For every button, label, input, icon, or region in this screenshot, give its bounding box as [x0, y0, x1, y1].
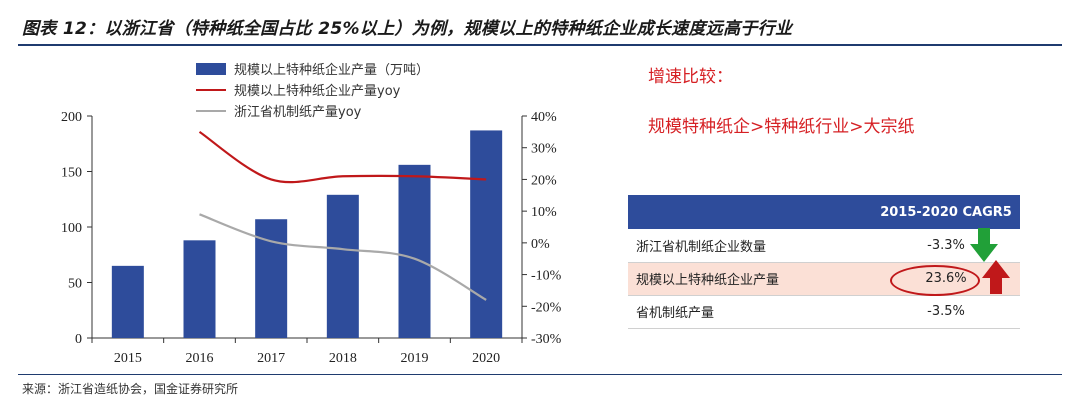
- legend-gray-swatch: [196, 109, 226, 112]
- bar: [183, 240, 216, 338]
- right-tick-label: -30%: [531, 332, 562, 347]
- right-tick-label: 10%: [531, 205, 557, 220]
- combo-chart: 0 50 100 150 200 -30% -20% -10% 0% 10% 20% 30% 40% 20…: [61, 110, 562, 366]
- arrow-up-icon: [982, 260, 1010, 294]
- cagr-header: 2015-2020 CAGR5: [880, 204, 1012, 220]
- figure-title-bar: 图表 12：以浙江省（特种纸全国占比 25%以上）为例，规模以上的特种纸企业成长…: [0, 0, 1080, 46]
- figure-title: 图表 12：以浙江省（特种纸全国占比 25%以上）为例，规模以上的特种纸企业成长…: [22, 19, 793, 39]
- row-value: -3.3%: [927, 237, 965, 253]
- bar: [111, 265, 144, 338]
- table-row: 省机制纸产量 -3.5%: [628, 295, 1020, 328]
- row-value: -3.5%: [927, 304, 965, 319]
- growth-heading: 增速比较：: [648, 67, 733, 87]
- row-label: 省机制纸产量: [636, 306, 715, 321]
- right-tick-label: 0%: [531, 237, 550, 252]
- row-label: 浙江省机制纸企业数量: [636, 239, 767, 255]
- footer-divider: [18, 374, 1062, 375]
- left-tick-label: 50: [68, 277, 82, 292]
- source-note: 来源：浙江省造纸协会，国金证券研究所: [22, 382, 239, 396]
- x-tick-label: 2018: [329, 351, 357, 366]
- left-tick-label: 150: [61, 166, 82, 181]
- legend-item-red: 规模以上特种纸企业产量yoy: [196, 79, 429, 100]
- legend-bar-swatch: [196, 62, 226, 75]
- bar: [398, 164, 431, 338]
- x-tick-label: 2019: [401, 351, 429, 366]
- legend-gray-label: 浙江省机制纸产量yoy: [234, 105, 362, 120]
- bar: [326, 194, 359, 338]
- x-tick-label: 2020: [472, 351, 500, 366]
- legend-red-swatch: [196, 88, 226, 91]
- row-label: 规模以上特种纸企业产量: [628, 262, 872, 295]
- right-tick-label: -20%: [531, 300, 562, 315]
- arrow-down-icon: [970, 228, 998, 262]
- chart-area: 0 50 100 150 200 -30% -20% -10% 0% 10% 20% 30% 40% 20…: [0, 46, 620, 376]
- x-tick-label: 2015: [114, 351, 142, 366]
- series-line-gray: [199, 213, 487, 301]
- bar: [470, 130, 503, 338]
- left-tick-label: 0: [75, 332, 82, 347]
- chart-legend: 规模以上特种纸企业产量（万吨） 规模以上特种纸企业产量yoy 浙江省机制纸产量y…: [196, 58, 429, 121]
- left-tick-label: 100: [61, 221, 82, 236]
- cagr-table: 2015-2020 CAGR5 浙江省机制纸企业数量 -3.3% 规模以上特种纸…: [628, 195, 1020, 329]
- right-tick-label: 40%: [531, 110, 557, 125]
- highlight-circle: [890, 264, 980, 296]
- series-line-red: [198, 130, 487, 184]
- right-tick-label: 30%: [531, 142, 557, 157]
- right-tick-label: -10%: [531, 269, 562, 284]
- title-divider: [18, 44, 1062, 46]
- left-tick-label: 200: [61, 110, 82, 125]
- x-tick-label: 2017: [257, 351, 285, 366]
- table-row: 浙江省机制纸企业数量 -3.3%: [628, 229, 1020, 262]
- cagr-header-empty: [628, 195, 872, 229]
- legend-item-gray: 浙江省机制纸产量yoy: [196, 100, 429, 121]
- cagr-header-row: 2015-2020 CAGR5: [628, 195, 1020, 229]
- legend-bar-label: 规模以上特种纸企业产量（万吨）: [234, 63, 430, 78]
- legend-red-label: 规模以上特种纸企业产量yoy: [234, 84, 401, 99]
- growth-comparison: 规模特种纸企>特种纸行业>大宗纸: [648, 117, 915, 137]
- right-tick-label: 20%: [531, 173, 557, 188]
- legend-item-bar: 规模以上特种纸企业产量（万吨）: [196, 58, 429, 79]
- table-row-highlighted: 规模以上特种纸企业产量 23.6%: [628, 262, 1020, 296]
- x-tick-label: 2016: [186, 351, 214, 366]
